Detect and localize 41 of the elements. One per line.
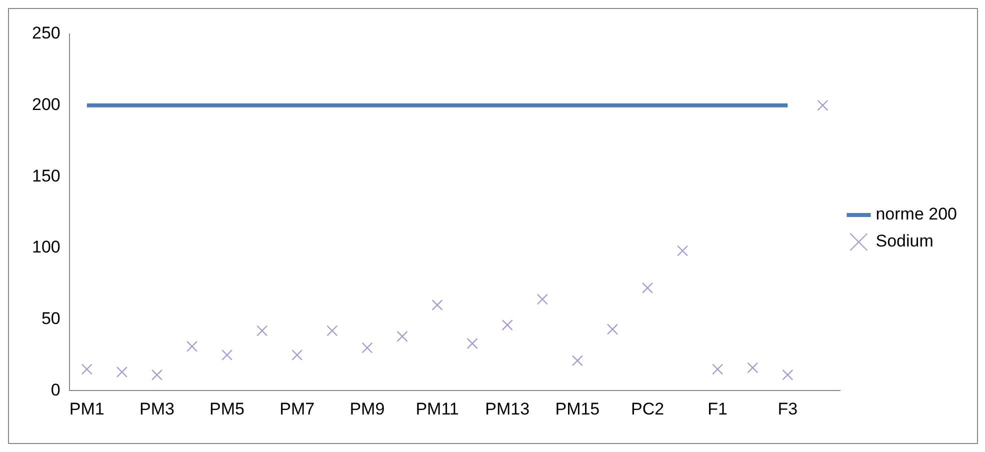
point bbox=[747, 362, 758, 374]
point bbox=[256, 325, 268, 336]
point bbox=[151, 369, 163, 380]
x-tick-label: PM1 bbox=[69, 399, 104, 418]
x-tick-label: PM5 bbox=[210, 399, 245, 418]
point bbox=[677, 245, 688, 256]
point bbox=[606, 324, 618, 335]
point bbox=[81, 364, 92, 375]
point bbox=[572, 355, 583, 366]
y-tick-label: 250 bbox=[32, 24, 60, 43]
y-tick-label: 200 bbox=[32, 95, 60, 114]
point bbox=[326, 325, 338, 336]
point bbox=[396, 330, 408, 342]
y-tick-label: 50 bbox=[41, 308, 60, 328]
y-tick-label: 150 bbox=[32, 166, 60, 186]
point bbox=[116, 366, 128, 378]
legend-label: norme 200 bbox=[876, 204, 958, 224]
x-tick-label: PM7 bbox=[280, 399, 315, 418]
x-tick-label: PM3 bbox=[139, 399, 174, 418]
x-tick-label: PM9 bbox=[350, 399, 385, 418]
point bbox=[642, 282, 654, 294]
point bbox=[432, 299, 443, 311]
x-tick-label: PC2 bbox=[630, 399, 664, 418]
x-tick-label: PM15 bbox=[555, 399, 600, 418]
point bbox=[712, 364, 724, 375]
point bbox=[362, 342, 373, 354]
point bbox=[817, 100, 828, 111]
point bbox=[782, 369, 794, 380]
x-tick-label: F1 bbox=[708, 399, 728, 418]
x-tick-label: PM11 bbox=[416, 399, 459, 418]
y-tick-label: 0 bbox=[50, 380, 60, 400]
point bbox=[186, 340, 198, 352]
x-tick-label: PM13 bbox=[485, 399, 530, 418]
point bbox=[536, 294, 548, 305]
point bbox=[502, 319, 513, 331]
point bbox=[221, 349, 233, 360]
point bbox=[292, 349, 303, 360]
x-tick-label: F3 bbox=[778, 399, 798, 418]
y-tick-label: 100 bbox=[32, 238, 60, 257]
point bbox=[466, 338, 478, 350]
legend-label: Sodium bbox=[876, 232, 934, 251]
